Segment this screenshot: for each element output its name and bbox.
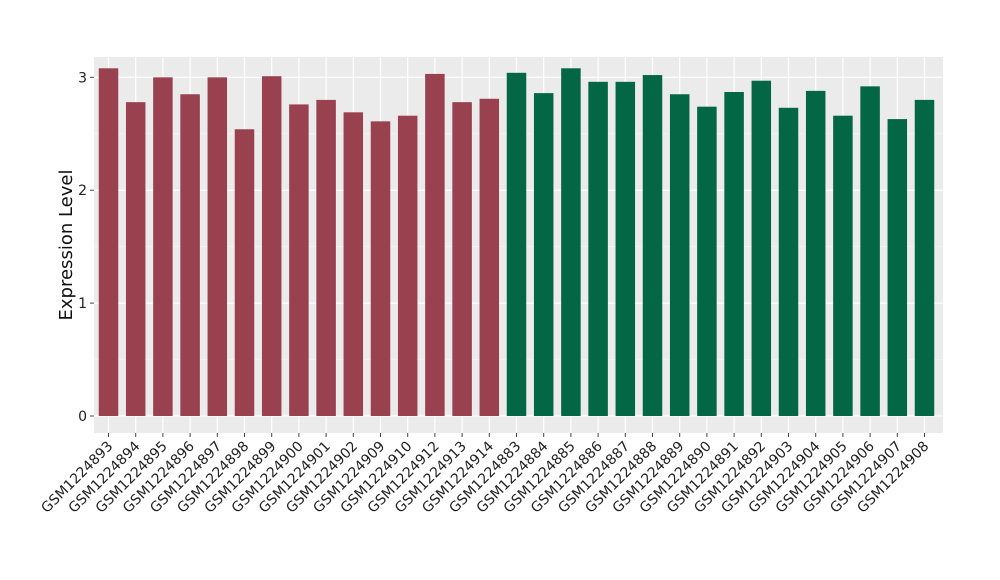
- bar-GSM1224895: [153, 77, 173, 417]
- bar-GSM1224909: [370, 121, 391, 416]
- bar-GSM1224889: [669, 94, 690, 417]
- x-axis: GSM1224893GSM1224894GSM1224895GSM1224896…: [38, 433, 932, 516]
- bar-GSM1224907: [887, 119, 908, 417]
- bar-GSM1224885: [561, 68, 581, 416]
- bar-GSM1224914: [479, 98, 500, 416]
- bar-GSM1224897: [207, 77, 228, 417]
- y-tick-label: 3: [78, 70, 87, 86]
- bar-GSM1224898: [234, 129, 255, 416]
- bar-GSM1224900: [289, 104, 309, 416]
- bar-GSM1224893: [98, 68, 119, 416]
- bar-GSM1224902: [343, 112, 364, 416]
- bar-GSM1224910: [397, 115, 418, 416]
- bar-GSM1224888: [642, 75, 663, 416]
- bar-GSM1224899: [261, 76, 282, 416]
- bar-GSM1224892: [751, 80, 772, 416]
- bar-GSM1224901: [316, 99, 336, 417]
- bar-GSM1224904: [805, 90, 826, 417]
- bars: [98, 68, 935, 417]
- bar-GSM1224894: [125, 102, 146, 417]
- bar-GSM1224891: [724, 91, 744, 416]
- y-tick-label: 1: [78, 296, 87, 312]
- bar-GSM1224913: [452, 102, 472, 417]
- bar-GSM1224890: [697, 106, 717, 416]
- bar-GSM1224887: [615, 81, 636, 416]
- y-tick-label: 2: [78, 183, 87, 199]
- bar-GSM1224912: [425, 73, 445, 416]
- bar-GSM1224884: [533, 93, 554, 416]
- bar-GSM1224906: [860, 86, 880, 416]
- bar-GSM1224908: [914, 99, 935, 417]
- bar-GSM1224903: [778, 107, 799, 417]
- y-tick-label: 0: [78, 409, 87, 425]
- bar-GSM1224883: [506, 72, 527, 417]
- bar-GSM1224905: [833, 115, 853, 416]
- bar-GSM1224896: [180, 94, 200, 417]
- y-axis-title: Expression Level: [56, 170, 77, 321]
- y-axis: 0 1 2 3: [78, 70, 94, 425]
- bar-GSM1224886: [588, 81, 608, 416]
